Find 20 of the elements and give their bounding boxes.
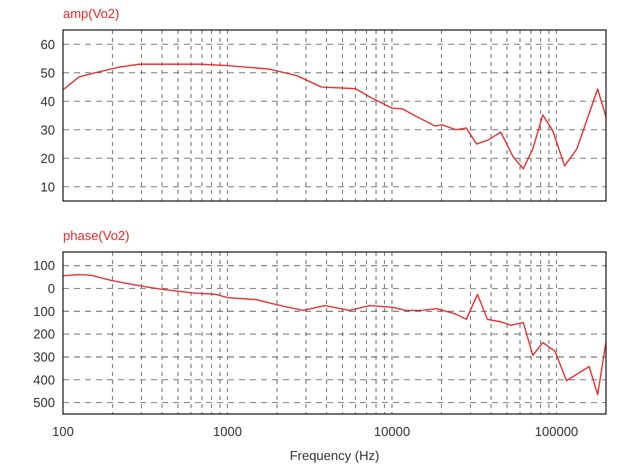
y-tick-label: 500 xyxy=(33,395,55,410)
y-tick-label: 100 xyxy=(33,258,55,274)
x-tick-label: 10000 xyxy=(374,424,410,439)
y-tick-label: 60 xyxy=(40,36,55,52)
x-axis-title: Frequency (Hz) xyxy=(290,448,380,463)
y-tick-label: 100 xyxy=(33,304,55,319)
chart-title: amp(Vo2) xyxy=(63,6,120,21)
y-tick-label: 10 xyxy=(40,179,55,194)
x-tick-label: 1000 xyxy=(213,424,242,439)
y-tick-label: 200 xyxy=(33,326,55,342)
y-tick-label: 300 xyxy=(33,350,55,365)
y-tick-label: 50 xyxy=(40,65,55,80)
y-tick-label: 0 xyxy=(48,281,55,296)
y-tick-label: 30 xyxy=(40,122,55,138)
chart-title: phase(Vo2) xyxy=(63,228,130,243)
x-tick-label: 100000 xyxy=(534,424,578,439)
x-tick-label: 100 xyxy=(52,424,74,439)
y-tick-label: 400 xyxy=(33,372,55,388)
y-tick-label: 20 xyxy=(40,150,55,166)
y-tick-label: 40 xyxy=(40,94,55,109)
